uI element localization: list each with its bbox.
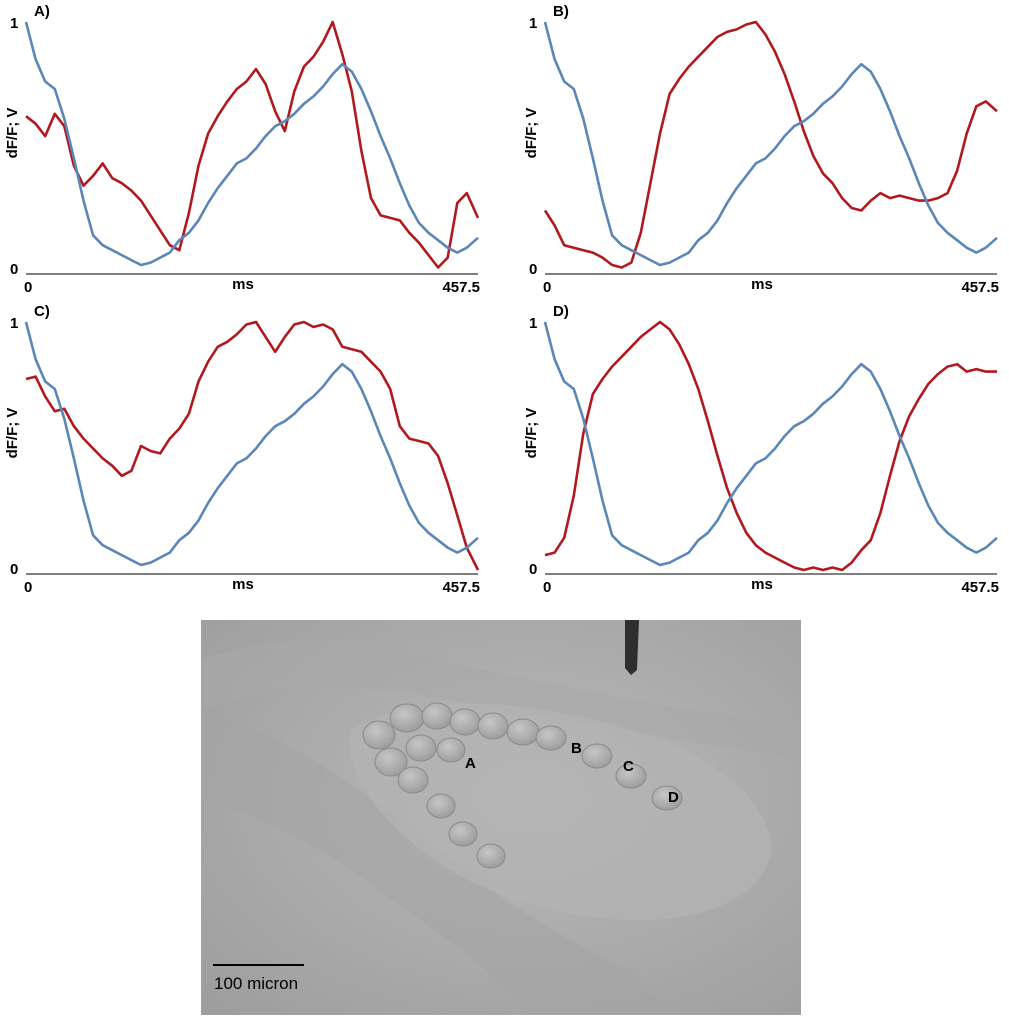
x-tick-min: 0	[543, 579, 551, 596]
series-blue-line	[24, 321, 479, 567]
y-tick-min: 0	[529, 561, 537, 578]
x-tick-min: 0	[543, 279, 551, 296]
cell	[421, 702, 453, 730]
point-label-d: D	[668, 789, 679, 806]
y-axis-label: dF/F; V	[4, 108, 21, 159]
scale-bar-label: 100 micron	[214, 974, 298, 993]
cell	[476, 843, 506, 869]
x-tick-max: 457.5	[442, 279, 480, 296]
series-red-line	[25, 20, 480, 269]
chart-grid: A) 1 0 dF/F; V 0 ms 457.5 B) 1 0 dF/F; V…	[4, 3, 999, 596]
x-tick-max: 457.5	[961, 279, 999, 296]
panel-d: D) 1 0 dF/F; V 0 ms 457.5	[523, 303, 999, 596]
x-tick-min: 0	[24, 279, 32, 296]
cell	[374, 747, 408, 777]
y-tick-max: 1	[529, 315, 537, 332]
point-label-a: A	[465, 755, 476, 772]
panel-b: B) 1 0 dF/F; V 0 ms 457.5	[523, 3, 999, 296]
y-tick-min: 0	[10, 561, 18, 578]
point-label-c: C	[623, 758, 634, 775]
cell	[535, 725, 567, 751]
panel-label: B)	[553, 3, 569, 20]
panel-c: C) 1 0 dF/F; V 0 ms 457.5	[4, 303, 480, 596]
x-tick-max: 457.5	[442, 579, 480, 596]
tissue-band	[201, 639, 801, 760]
y-tick-max: 1	[10, 15, 18, 32]
cell	[426, 793, 456, 819]
cell	[477, 712, 509, 740]
cell	[389, 703, 425, 733]
electrode-shadow	[625, 620, 639, 675]
series-blue-line	[543, 321, 998, 567]
y-axis-label: dF/F; V	[4, 408, 21, 459]
cell	[506, 718, 540, 746]
cell	[448, 821, 478, 847]
cell-cluster	[362, 702, 683, 869]
series-red-line	[543, 20, 998, 269]
x-axis-label: ms	[232, 576, 254, 593]
x-tick-min: 0	[24, 579, 32, 596]
x-axis-label: ms	[232, 276, 254, 293]
y-tick-min: 0	[529, 261, 537, 278]
cell	[581, 743, 613, 769]
panel-a: A) 1 0 dF/F; V 0 ms 457.5	[4, 3, 480, 296]
point-label-b: B	[571, 740, 582, 757]
x-tick-max: 457.5	[961, 579, 999, 596]
cell	[436, 737, 466, 763]
x-axis-label: ms	[751, 276, 773, 293]
y-tick-max: 1	[10, 315, 18, 332]
panel-label: C)	[34, 303, 50, 320]
x-axis-label: ms	[751, 576, 773, 593]
cell	[362, 720, 396, 750]
micrograph-image: A B C D 100 micron	[201, 620, 801, 1015]
y-axis-label: dF/F; V	[523, 408, 540, 459]
cell	[405, 734, 437, 762]
y-tick-min: 0	[10, 261, 18, 278]
series-blue-line	[543, 21, 998, 267]
y-axis-label: dF/F; V	[523, 108, 540, 159]
cell	[449, 708, 481, 736]
cell	[397, 766, 429, 794]
series-blue-line	[24, 21, 479, 267]
cell	[615, 763, 647, 789]
y-tick-max: 1	[529, 15, 537, 32]
panel-label: A)	[34, 3, 50, 20]
series-red-line	[25, 320, 480, 571]
panel-label: D)	[553, 303, 569, 320]
tissue-band	[201, 710, 671, 1015]
cell	[651, 785, 683, 811]
series-red-line	[544, 320, 997, 572]
